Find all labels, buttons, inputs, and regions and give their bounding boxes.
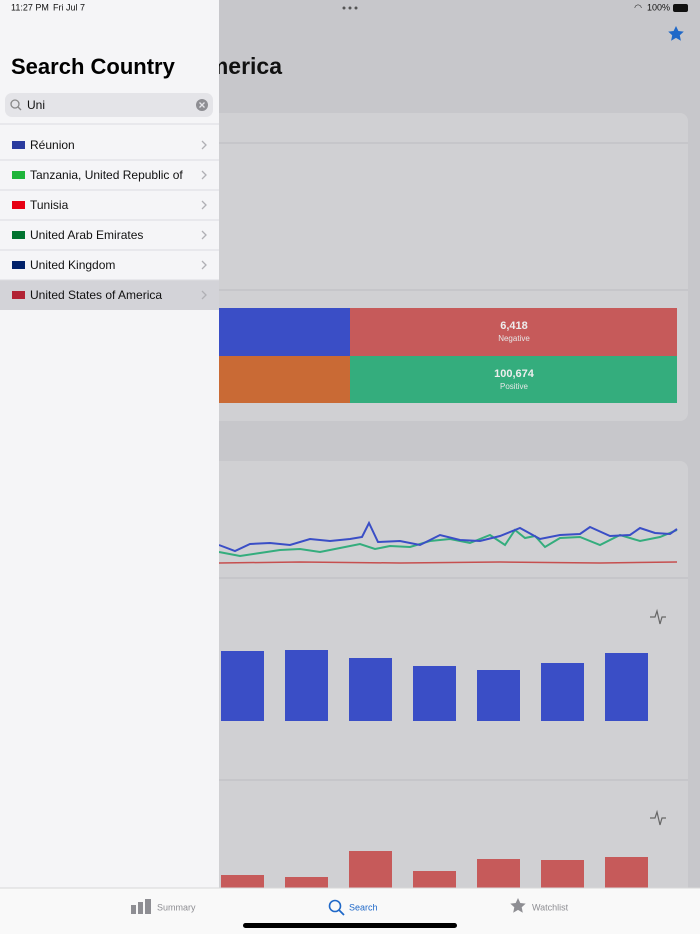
tile [350, 356, 677, 403]
result-list: Réunion Tanzania, United Republic of Tun… [12, 138, 183, 302]
bar-chart [221, 650, 648, 721]
summary-icon [131, 899, 151, 914]
flag [12, 261, 25, 269]
sidebar-title: Search Country [11, 54, 176, 79]
trend-line [218, 520, 678, 553]
tile [350, 308, 677, 356]
watchlist-tab-icon [510, 898, 526, 913]
pulse-icon[interactable] [650, 608, 666, 625]
flag [12, 231, 25, 239]
tile-label: Negative [498, 334, 530, 343]
status-date: Fri Jul 7 [53, 2, 85, 12]
result-row[interactable]: Tunisia [30, 198, 69, 212]
row-separators [0, 159, 219, 281]
sidebar [0, 0, 219, 888]
pulse-icon[interactable] [650, 809, 666, 826]
search-tab-icon [338, 909, 345, 916]
watchlist-star[interactable] [668, 26, 684, 41]
tile-label: Positive [500, 382, 529, 391]
home-indicator [243, 923, 457, 928]
battery-text: 100% [647, 2, 670, 12]
trend-line [218, 528, 678, 558]
clear-icon [199, 102, 205, 108]
flag [12, 141, 25, 149]
status-dots [342, 6, 358, 10]
search-tab-icon [328, 899, 342, 913]
search-icon [17, 106, 22, 111]
search-text[interactable]: Uni [27, 98, 45, 112]
chevrons [201, 140, 207, 300]
tile-value: 6,418 [500, 320, 528, 332]
tile-value: 100,674 [494, 368, 535, 380]
selected-row [0, 280, 219, 310]
search-icon [10, 99, 20, 109]
result-row[interactable]: Réunion [30, 138, 75, 152]
status-time: 11:27 PM [11, 2, 49, 12]
wifi-icon: ◠ [634, 2, 642, 12]
flag [12, 291, 25, 299]
tab-label[interactable]: Summary [157, 902, 196, 912]
flag [12, 201, 25, 209]
result-row[interactable]: United States of America [30, 288, 162, 302]
tab-label[interactable]: Watchlist [532, 902, 569, 912]
battery-icon [673, 4, 688, 12]
trend-line [218, 561, 678, 564]
search-field[interactable] [5, 93, 213, 117]
result-row[interactable]: Tanzania, United Republic of [30, 168, 183, 182]
result-row[interactable]: United Arab Emirates [30, 228, 143, 242]
flag [12, 171, 25, 179]
tab-label[interactable]: Search [349, 902, 378, 912]
result-row[interactable]: United Kingdom [30, 258, 115, 272]
